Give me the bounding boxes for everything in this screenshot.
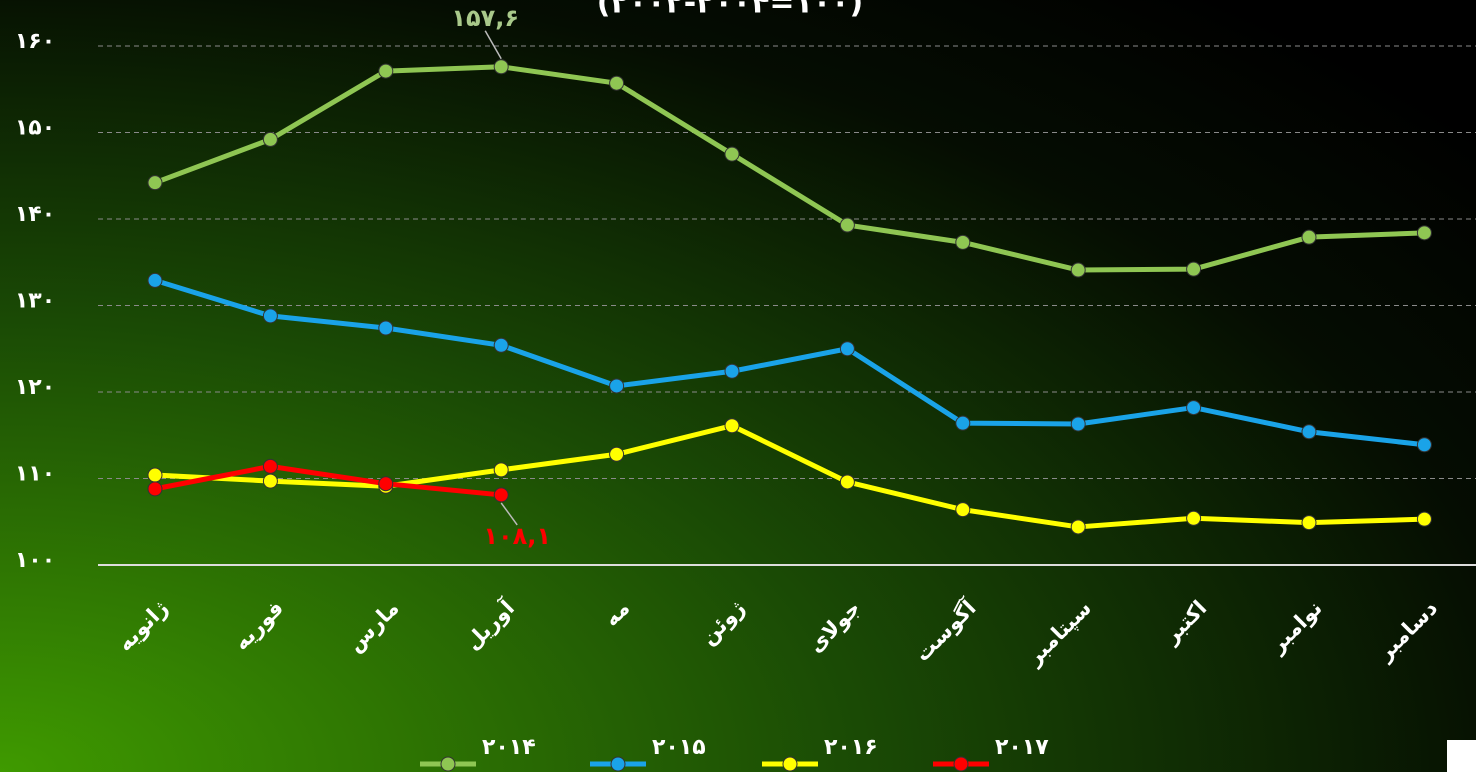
data-point bbox=[378, 320, 394, 336]
data-point bbox=[609, 378, 625, 394]
y-tick-label: ۱۳۰ bbox=[15, 289, 55, 314]
data-point bbox=[1186, 510, 1202, 526]
y-tick-label: ۱۱۰ bbox=[15, 462, 55, 487]
y-tick-label: ۱۵۰ bbox=[15, 116, 55, 141]
data-point bbox=[493, 487, 509, 503]
data-point bbox=[378, 63, 394, 79]
legend-label: ۲۰۱۵ bbox=[652, 735, 706, 760]
data-point bbox=[1416, 511, 1432, 527]
data-point bbox=[147, 481, 163, 497]
data-point bbox=[839, 217, 855, 233]
legend-label: ۲۰۱۷ bbox=[995, 735, 1049, 760]
data-point bbox=[724, 363, 740, 379]
data-point bbox=[262, 131, 278, 147]
data-point bbox=[955, 234, 971, 250]
data-point bbox=[955, 502, 971, 518]
data-point bbox=[839, 474, 855, 490]
data-point bbox=[1416, 225, 1432, 241]
data-point bbox=[378, 476, 394, 492]
legend-marker bbox=[953, 756, 969, 772]
legend-marker bbox=[610, 756, 626, 772]
chart-title: (۲۰۰۲-۲۰۰۴=۱۰۰) bbox=[597, 0, 863, 21]
legend-label: ۲۰۱۴ bbox=[482, 735, 536, 760]
data-point bbox=[493, 337, 509, 353]
leader-line bbox=[484, 30, 502, 60]
legend-label: ۲۰۱۶ bbox=[824, 735, 878, 760]
series-line bbox=[154, 278, 1425, 448]
data-point bbox=[147, 175, 163, 191]
y-tick-label: ۱۰۰ bbox=[15, 548, 55, 573]
data-point bbox=[493, 462, 509, 478]
data-point bbox=[262, 308, 278, 324]
data-point bbox=[609, 75, 625, 91]
data-point bbox=[1416, 437, 1432, 453]
series-line bbox=[154, 423, 1425, 530]
leader-line bbox=[500, 502, 518, 526]
series-line bbox=[154, 463, 502, 498]
corner-box bbox=[1447, 740, 1476, 772]
data-point bbox=[262, 473, 278, 489]
data-point bbox=[955, 415, 971, 431]
legend-marker bbox=[782, 756, 798, 772]
data-point bbox=[1186, 400, 1202, 416]
data-point bbox=[1070, 519, 1086, 535]
data-label: ۱۵۷,۶ bbox=[451, 4, 519, 32]
data-point bbox=[147, 272, 163, 288]
series-line bbox=[154, 64, 1425, 273]
data-point bbox=[839, 341, 855, 357]
data-point bbox=[1070, 416, 1086, 432]
y-tick-label: ۱۴۰ bbox=[15, 202, 55, 227]
data-point bbox=[1301, 515, 1317, 531]
legend-marker bbox=[440, 756, 456, 772]
data-point bbox=[1186, 261, 1202, 277]
data-point bbox=[724, 418, 740, 434]
data-label: ۱۰۸,۱ bbox=[483, 522, 551, 550]
data-point bbox=[262, 458, 278, 474]
data-point bbox=[147, 467, 163, 483]
y-tick-label: ۱۲۰ bbox=[15, 375, 55, 400]
data-point bbox=[609, 446, 625, 462]
data-point bbox=[724, 146, 740, 162]
data-point bbox=[493, 59, 509, 75]
data-point bbox=[1070, 262, 1086, 278]
y-tick-label: ۱۶۰ bbox=[15, 29, 55, 54]
data-point bbox=[1301, 424, 1317, 440]
data-point bbox=[1301, 229, 1317, 245]
